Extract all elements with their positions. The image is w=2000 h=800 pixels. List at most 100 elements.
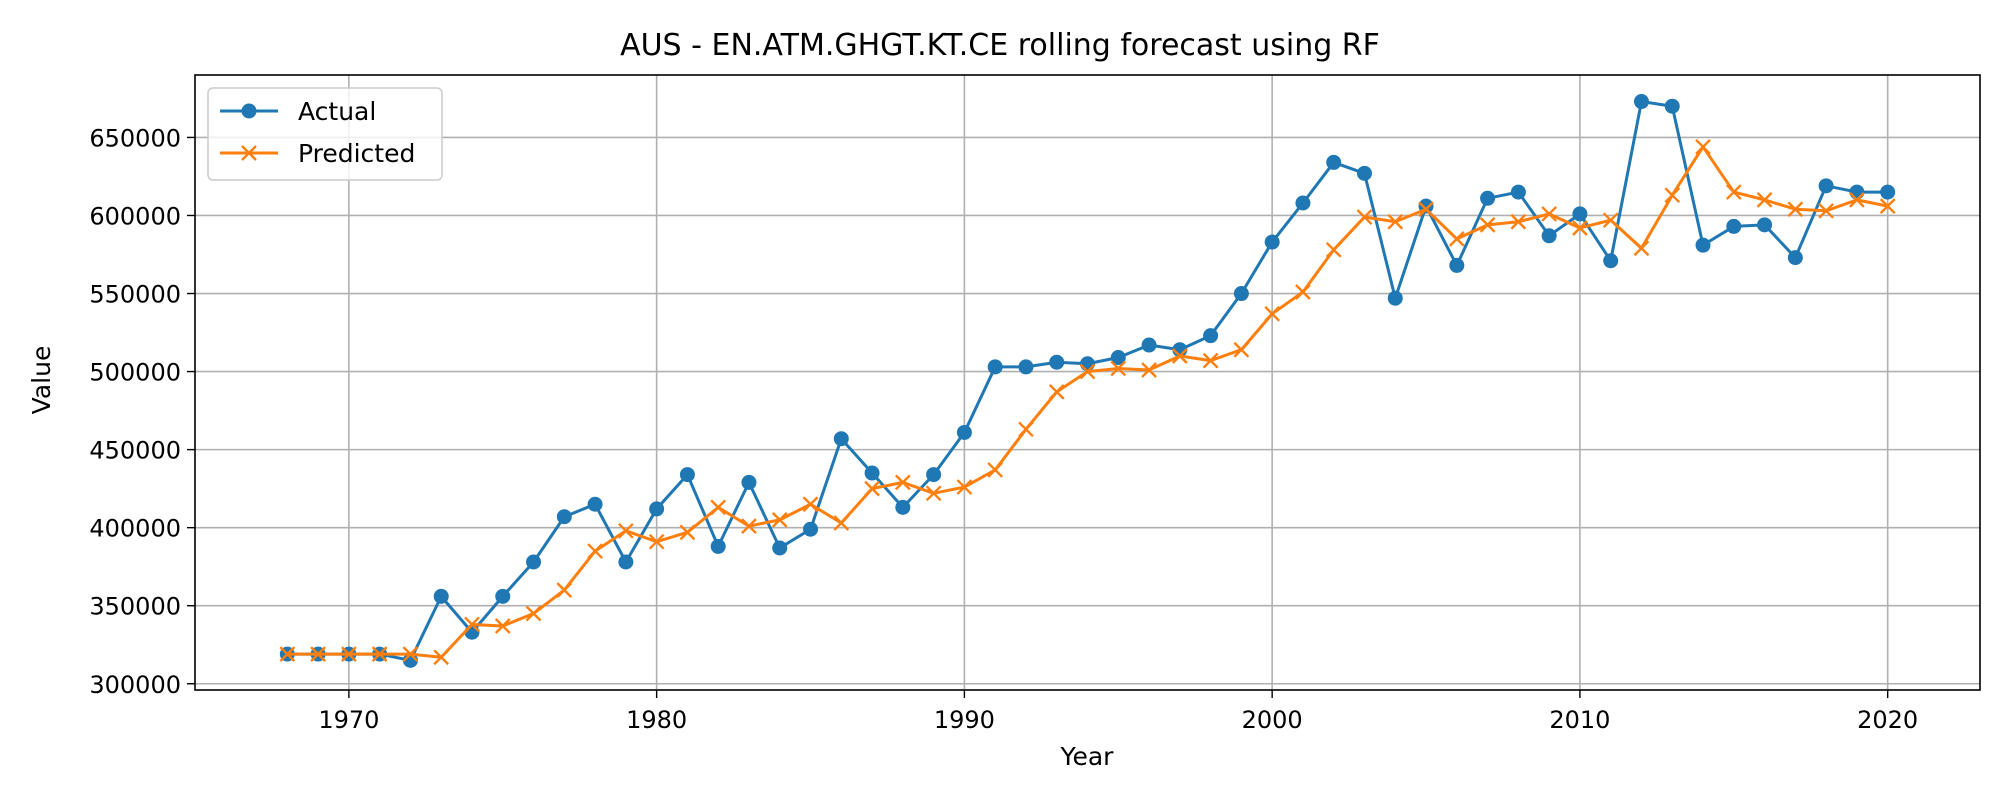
- y-axis: 300000 350000 400000 450000 500000 550000 6000…: [89, 124, 195, 699]
- predicted-point: [1387, 213, 1404, 230]
- actual-point: [1726, 218, 1742, 234]
- actual-point: [1695, 237, 1711, 253]
- predicted-point: [1479, 216, 1496, 233]
- predicted-point: [1418, 201, 1434, 218]
- predicted-point: [1756, 192, 1773, 208]
- predicted-point: [1202, 352, 1219, 369]
- legend-label: Actual: [298, 97, 376, 126]
- predicted-point: [925, 485, 942, 502]
- actual-point: [1264, 234, 1280, 250]
- predicted-point: [1725, 184, 1742, 200]
- predicted-point: [1849, 192, 1865, 208]
- actual-point: [1110, 350, 1126, 366]
- actual-point: [895, 499, 911, 515]
- actual-point: [1049, 354, 1065, 370]
- predicted-point: [1325, 241, 1342, 258]
- series-actual: [279, 94, 1896, 668]
- actual-point: [772, 540, 788, 556]
- predicted-point: [956, 479, 973, 495]
- actual-point: [710, 538, 726, 554]
- actual-point: [1018, 359, 1034, 375]
- actual-point: [1295, 195, 1311, 211]
- x-tick-label: 2020: [1857, 706, 1918, 734]
- y-tick-label: 450000: [89, 437, 181, 465]
- predicted-point: [679, 524, 696, 541]
- y-tick-label: 550000: [89, 281, 181, 309]
- actual-point: [433, 588, 449, 604]
- legend: Actual Predicted: [207, 87, 443, 181]
- predicted-point: [1787, 201, 1804, 218]
- predicted-point: [618, 522, 634, 539]
- predicted-point: [987, 462, 1004, 478]
- predicted-point: [833, 515, 850, 531]
- actual-point: [1849, 184, 1865, 200]
- predicted-point: [1541, 206, 1557, 222]
- predicted-point: [341, 646, 357, 662]
- actual-point: [1326, 154, 1342, 170]
- legend-label: Predicted: [298, 139, 415, 168]
- actual-point: [1603, 253, 1619, 269]
- actual-line: [287, 100, 1888, 662]
- actual-point: [1541, 228, 1557, 244]
- series-layer: [279, 94, 1896, 668]
- predicted-point: [1572, 220, 1588, 236]
- actual-point: [495, 588, 511, 604]
- y-tick-label: 400000: [89, 515, 181, 543]
- actual-point: [679, 467, 695, 483]
- y-tick-label: 500000: [89, 359, 181, 387]
- legend-marker: [241, 145, 257, 161]
- predicted-point: [371, 646, 388, 662]
- chart-title: AUS - EN.ATM.GHGT.KT.CE rolling forecast…: [620, 28, 1380, 63]
- x-tick-label: 2010: [1549, 706, 1610, 734]
- predicted-point: [741, 518, 757, 534]
- predicted-point: [1079, 363, 1096, 380]
- predicted-point: [1018, 421, 1034, 438]
- actual-point: [926, 467, 942, 483]
- predicted-point: [1664, 187, 1681, 204]
- actual-point: [1787, 250, 1803, 266]
- actual-point: [987, 359, 1003, 375]
- actual-point: [526, 554, 542, 570]
- predicted-point: [864, 480, 880, 497]
- x-tick-label: 2000: [1242, 706, 1303, 734]
- predicted-point: [279, 646, 296, 662]
- y-tick-label: 350000: [89, 593, 181, 621]
- predicted-point: [1356, 209, 1373, 225]
- predicted-point: [1818, 202, 1834, 219]
- actual-point: [649, 501, 665, 517]
- actual-point: [1387, 290, 1403, 306]
- actual-point: [1664, 98, 1680, 114]
- actual-point: [803, 521, 819, 537]
- actual-point: [1572, 206, 1588, 222]
- predicted-point: [771, 512, 788, 528]
- predicted-point: [525, 605, 542, 622]
- legend-marker: [241, 103, 257, 119]
- actual-point: [464, 624, 480, 640]
- actual-point: [1356, 165, 1372, 181]
- predicted-point: [648, 533, 665, 550]
- predicted-point: [1110, 360, 1127, 377]
- actual-point: [1203, 328, 1219, 344]
- actual-point: [1449, 257, 1465, 273]
- actual-point: [1510, 184, 1526, 200]
- predicted-point: [1295, 284, 1311, 300]
- actual-point: [618, 554, 634, 570]
- y-axis-label: Value: [27, 346, 56, 415]
- predicted-point: [1233, 341, 1250, 358]
- predicted-point: [1171, 348, 1188, 364]
- actual-point: [741, 474, 757, 490]
- predicted-point: [1510, 213, 1527, 230]
- predicted-point: [1141, 362, 1157, 378]
- actual-point: [1880, 184, 1896, 200]
- predicted-point: [556, 582, 573, 598]
- x-tick-label: 1980: [626, 706, 687, 734]
- predicted-point: [402, 646, 419, 662]
- predicted-point: [1048, 384, 1065, 400]
- grid: [195, 75, 1980, 690]
- legend-item-actual: Actual: [220, 97, 376, 126]
- predicted-point: [1448, 231, 1465, 247]
- predicted-point: [1264, 305, 1281, 322]
- predicted-point: [587, 543, 603, 559]
- x-axis-label: Year: [1060, 742, 1115, 771]
